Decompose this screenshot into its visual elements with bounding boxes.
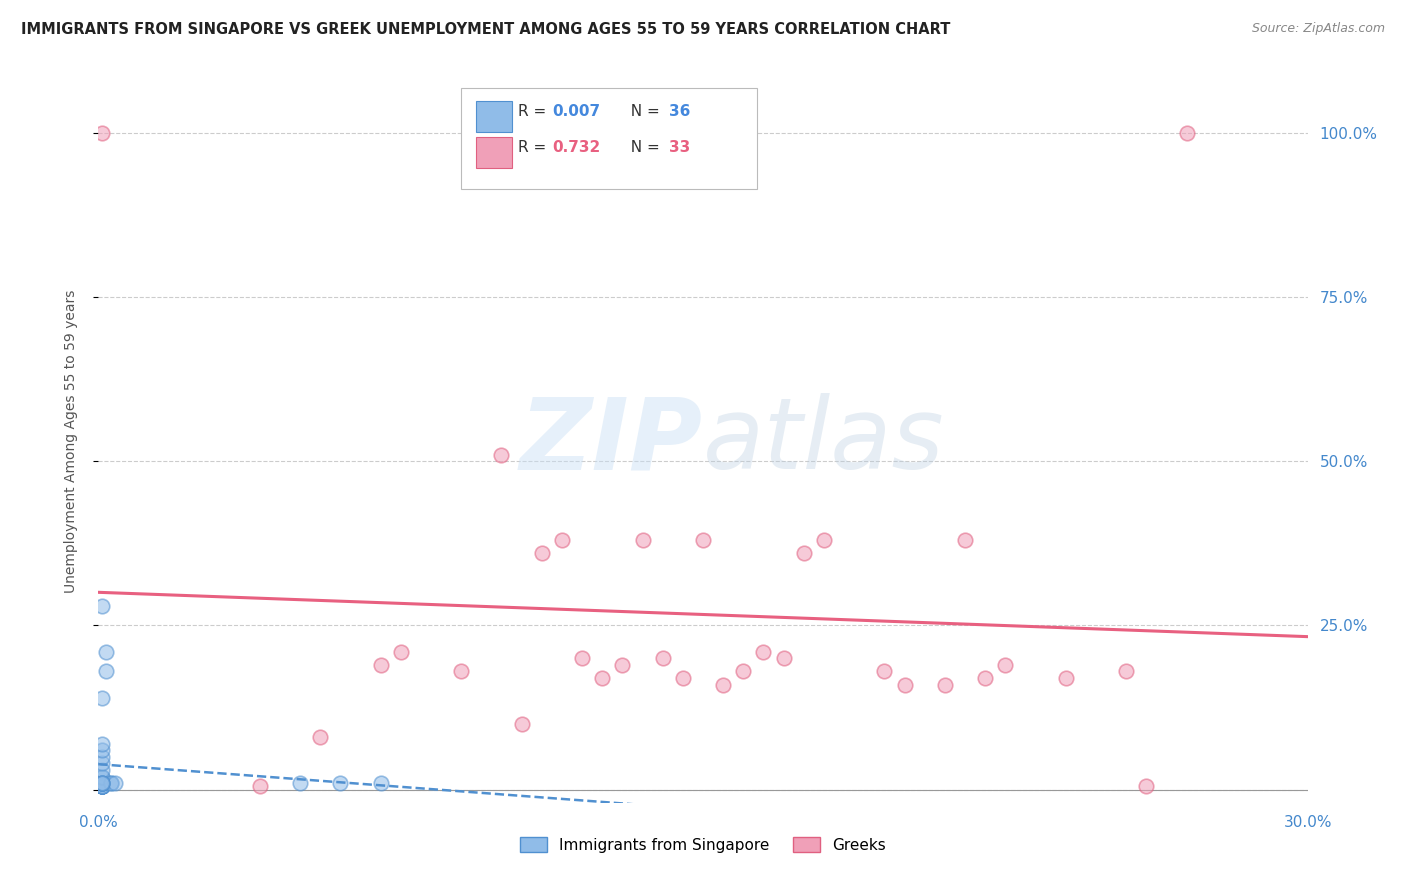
Point <box>1054 671 1077 685</box>
Point <box>91 743 114 757</box>
Point <box>1115 665 1137 679</box>
Point <box>91 737 114 751</box>
Point <box>91 776 114 790</box>
Point <box>571 651 593 665</box>
Point <box>91 770 114 784</box>
FancyBboxPatch shape <box>475 137 512 168</box>
Text: 0.007: 0.007 <box>551 103 600 119</box>
Text: atlas: atlas <box>703 393 945 490</box>
Point <box>631 533 654 547</box>
Point <box>752 645 775 659</box>
Point <box>91 776 114 790</box>
Point <box>934 677 956 691</box>
Point <box>100 776 122 790</box>
Text: R =: R = <box>517 140 551 155</box>
Point <box>711 677 734 691</box>
Point <box>91 780 114 794</box>
Text: N =: N = <box>621 103 665 119</box>
Point <box>91 780 114 794</box>
Point <box>893 677 915 691</box>
Point <box>91 780 114 794</box>
Point <box>249 780 271 794</box>
Point <box>329 776 352 790</box>
Point <box>772 651 794 665</box>
Point <box>450 665 472 679</box>
Point <box>309 730 332 744</box>
Point <box>96 645 118 659</box>
Point <box>389 645 412 659</box>
Point <box>91 776 114 790</box>
Point <box>510 717 533 731</box>
Point <box>91 780 114 794</box>
Text: IMMIGRANTS FROM SINGAPORE VS GREEK UNEMPLOYMENT AMONG AGES 55 TO 59 YEARS CORREL: IMMIGRANTS FROM SINGAPORE VS GREEK UNEMP… <box>21 22 950 37</box>
Point <box>91 776 114 790</box>
Point <box>974 671 997 685</box>
Point <box>370 776 392 790</box>
Point <box>91 126 114 140</box>
Point <box>103 776 125 790</box>
Point <box>91 776 114 790</box>
Point <box>1175 126 1198 140</box>
Point <box>612 657 634 672</box>
Point <box>91 690 114 705</box>
Point <box>91 776 114 790</box>
Text: 33: 33 <box>669 140 690 155</box>
Text: Source: ZipAtlas.com: Source: ZipAtlas.com <box>1251 22 1385 36</box>
Text: 36: 36 <box>669 103 690 119</box>
Point <box>91 780 114 794</box>
Point <box>551 533 574 547</box>
Point <box>91 776 114 790</box>
Point <box>651 651 673 665</box>
Point <box>91 749 114 764</box>
Point <box>91 780 114 794</box>
Point <box>91 756 114 771</box>
Text: ZIP: ZIP <box>520 393 703 490</box>
FancyBboxPatch shape <box>475 101 512 132</box>
Point <box>91 780 114 794</box>
Text: 0.732: 0.732 <box>551 140 600 155</box>
Point <box>91 770 114 784</box>
Point <box>953 533 976 547</box>
Point <box>491 448 513 462</box>
Point <box>1135 780 1157 794</box>
FancyBboxPatch shape <box>461 87 758 189</box>
Point <box>672 671 695 685</box>
Point <box>91 763 114 777</box>
Point <box>994 657 1017 672</box>
Point <box>91 780 114 794</box>
Point <box>692 533 714 547</box>
Point <box>91 780 114 794</box>
Point <box>733 665 755 679</box>
Point <box>288 776 311 790</box>
Y-axis label: Unemployment Among Ages 55 to 59 years: Unemployment Among Ages 55 to 59 years <box>63 290 77 593</box>
Point <box>813 533 835 547</box>
Text: N =: N = <box>621 140 665 155</box>
Point <box>96 665 118 679</box>
Legend: Immigrants from Singapore, Greeks: Immigrants from Singapore, Greeks <box>512 829 894 860</box>
Point <box>873 665 896 679</box>
Text: R =: R = <box>517 103 551 119</box>
Point <box>91 776 114 790</box>
Point <box>91 780 114 794</box>
Point <box>91 780 114 794</box>
Point <box>100 776 122 790</box>
Point <box>91 599 114 613</box>
Point <box>370 657 392 672</box>
Point <box>793 546 815 560</box>
Point <box>591 671 613 685</box>
Point <box>530 546 553 560</box>
